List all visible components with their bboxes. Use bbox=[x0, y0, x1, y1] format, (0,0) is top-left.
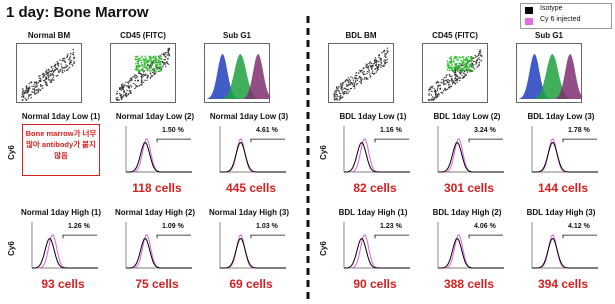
divider bbox=[306, 16, 310, 304]
gate-percent: 4.61 % bbox=[256, 127, 278, 134]
cell-count: 144 cells bbox=[537, 181, 589, 195]
gate-percent: 4.06 % bbox=[474, 223, 496, 230]
y-axis-label: Cy6 bbox=[318, 241, 328, 256]
plot-title: Sub G1 bbox=[534, 31, 563, 40]
cell-count: 445 cells bbox=[225, 181, 277, 195]
histogram bbox=[437, 222, 504, 269]
y-axis-label: Cy6 bbox=[6, 241, 16, 256]
panel-label: BDL 1day High (2) bbox=[432, 208, 502, 217]
panel-label: BDL 1day Low (2) bbox=[433, 112, 501, 121]
cell-count: 69 cells bbox=[229, 277, 273, 291]
histogram bbox=[343, 126, 410, 173]
figure-title: 1 day: Bone Marrow bbox=[6, 4, 149, 21]
flow-plot bbox=[110, 43, 176, 103]
flow-plot bbox=[516, 43, 582, 103]
histogram bbox=[219, 222, 286, 269]
gate-percent: 1.78 % bbox=[568, 127, 590, 134]
histogram bbox=[219, 126, 286, 173]
panel-label: BDL 1day Low (3) bbox=[527, 112, 595, 121]
cell-count: 75 cells bbox=[135, 277, 179, 291]
cell-count: 90 cells bbox=[353, 277, 397, 291]
panel-label: BDL 1day High (3) bbox=[526, 208, 596, 217]
cell-count: 388 cells bbox=[443, 277, 495, 291]
panel-label: BDL 1day Low (1) bbox=[339, 112, 407, 121]
gate-percent: 1.23 % bbox=[380, 223, 402, 230]
plot-title: Sub G1 bbox=[222, 31, 251, 40]
panel-label: Normal 1day High (1) bbox=[20, 208, 101, 217]
flow-plot bbox=[16, 43, 82, 103]
flow-plot bbox=[328, 43, 394, 103]
note: Bone marrow가 너무 많아 antibody가 붙지 않음 bbox=[22, 124, 100, 176]
cell-count: 93 cells bbox=[41, 277, 85, 291]
histogram bbox=[531, 222, 598, 269]
histogram bbox=[31, 222, 98, 269]
gate-percent: 1.26 % bbox=[68, 223, 90, 230]
gate-percent: 1.09 % bbox=[162, 223, 184, 230]
plot-title: Normal BM bbox=[27, 31, 71, 40]
gate-percent: 1.16 % bbox=[380, 127, 402, 134]
cell-count: 301 cells bbox=[443, 181, 495, 195]
panel-label: Normal 1day High (3) bbox=[208, 208, 289, 217]
y-axis-label: Cy6 bbox=[318, 145, 328, 160]
histogram bbox=[125, 126, 192, 173]
panel-label: Normal 1day Low (3) bbox=[209, 112, 289, 121]
panel-label: Normal 1day High (2) bbox=[114, 208, 195, 217]
plot-title: CD45 (FITC) bbox=[120, 31, 166, 40]
panel-label: Normal 1day Low (1) bbox=[21, 112, 101, 121]
y-axis-label: Cy6 bbox=[6, 145, 16, 160]
cell-count: 82 cells bbox=[353, 181, 397, 195]
legend-box bbox=[520, 3, 612, 29]
panel-label: Normal 1day Low (2) bbox=[115, 112, 195, 121]
flow-plot bbox=[422, 43, 488, 103]
panel-label: BDL 1day High (1) bbox=[338, 208, 408, 217]
gate-percent: 4.12 % bbox=[568, 223, 590, 230]
flow-plot bbox=[204, 43, 270, 103]
gate-percent: 1.50 % bbox=[162, 127, 184, 134]
plot-title: BDL BM bbox=[345, 31, 377, 40]
cell-count: 118 cells bbox=[132, 181, 182, 195]
legend-label: Isotype bbox=[540, 5, 563, 12]
gate-percent: 1.03 % bbox=[256, 223, 278, 230]
histogram bbox=[437, 126, 504, 173]
gate-percent: 3.24 % bbox=[474, 127, 496, 134]
cell-count: 394 cells bbox=[537, 277, 589, 291]
histogram bbox=[125, 222, 192, 269]
histogram bbox=[343, 222, 410, 269]
legend-label: Cy 6 injected bbox=[540, 16, 581, 23]
histogram bbox=[531, 126, 598, 173]
plot-title: CD45 (FITC) bbox=[432, 31, 478, 40]
